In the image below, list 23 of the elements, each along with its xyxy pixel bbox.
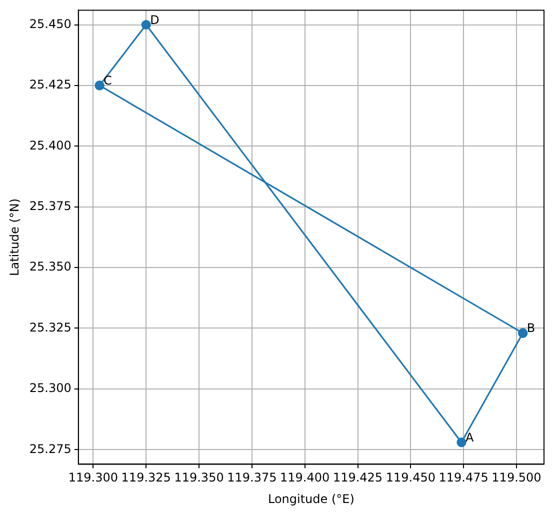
x-tick-label: 119.450 xyxy=(386,470,436,485)
y-tick-label: 25.425 xyxy=(29,78,72,92)
annotation: A xyxy=(465,430,474,444)
y-tick-label: 25.350 xyxy=(29,260,72,274)
x-tick-label: 119.300 xyxy=(68,470,118,485)
y-tick-label: 25.375 xyxy=(29,198,72,213)
y-tick-label: 25.450 xyxy=(29,16,72,31)
x-tick-label: 119.500 xyxy=(492,470,542,485)
x-tick-label: 119.375 xyxy=(227,470,277,485)
y-tick-label: 25.400 xyxy=(29,138,72,152)
x-tick-label: 119.325 xyxy=(121,470,171,485)
y-tick-label: 25.275 xyxy=(29,442,72,456)
annotation: B xyxy=(526,321,536,336)
y-tick-label: 25.325 xyxy=(29,320,72,334)
x-tick-label: 119.425 xyxy=(332,470,383,485)
x-tick-label: 119.350 xyxy=(174,470,224,485)
annotation: D xyxy=(150,12,160,27)
annotation: C xyxy=(104,74,112,88)
y-axis-title: Latitude (°N) xyxy=(7,198,22,276)
x-tick-label: 119.400 xyxy=(280,470,330,485)
y-tick-label: 25.300 xyxy=(29,381,72,396)
x-axis-title: Longitude (°E) xyxy=(268,492,354,506)
x-tick-label: 119.475 xyxy=(438,470,488,485)
